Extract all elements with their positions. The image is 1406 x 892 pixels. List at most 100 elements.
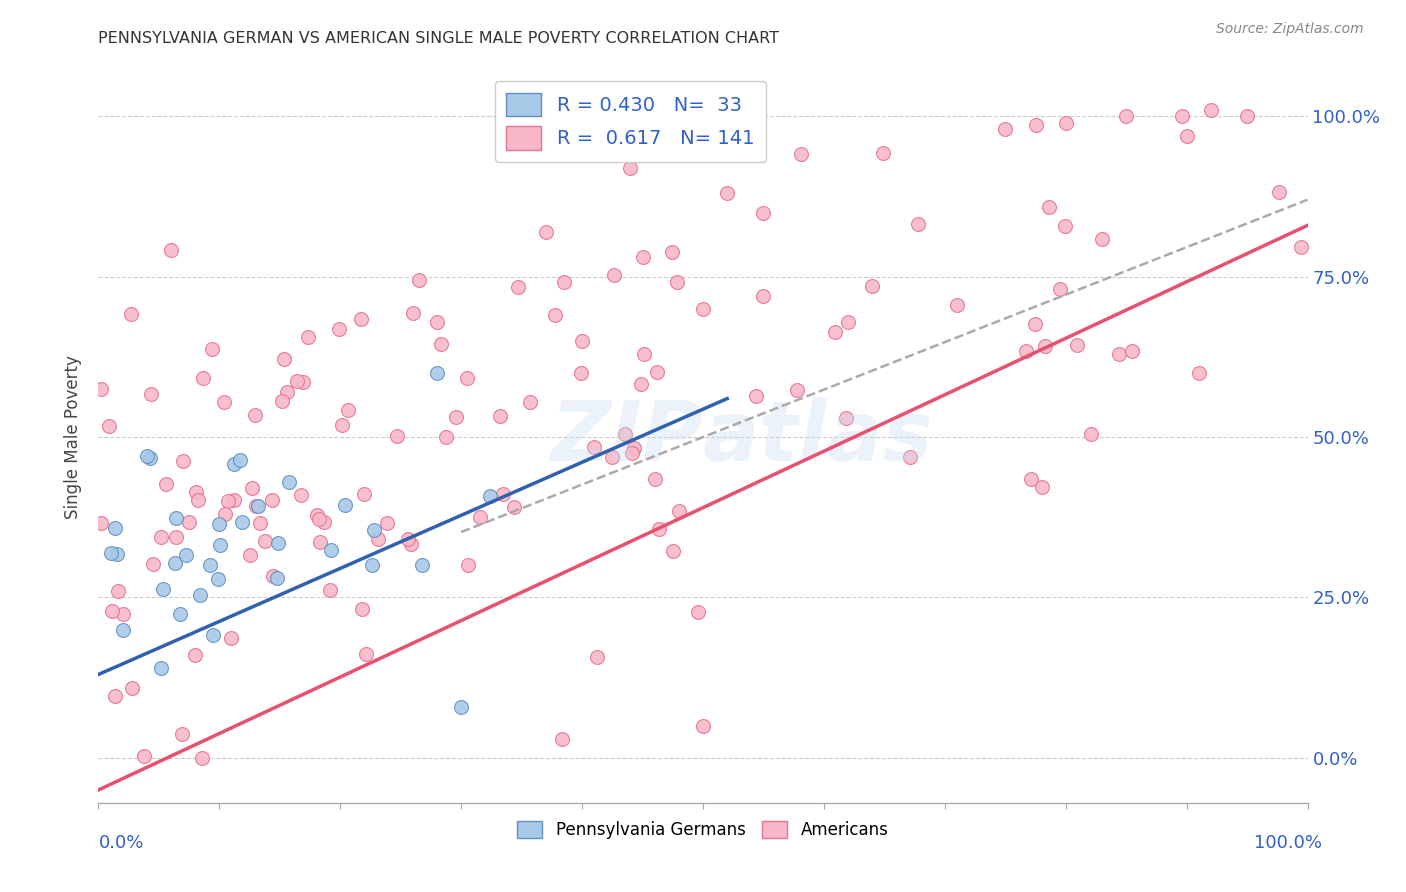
Point [1121, 343, 1143, 358]
Point [1268, 185, 1291, 199]
Point [152, 582, 174, 596]
Point [1031, 480, 1053, 494]
Point [308, 512, 330, 526]
Point [489, 409, 512, 423]
Point [994, 122, 1017, 136]
Point [187, 492, 209, 507]
Point [872, 146, 894, 161]
Point [837, 315, 859, 329]
Point [260, 493, 283, 508]
Text: ZIP: ZIP [550, 397, 703, 477]
Point [633, 347, 655, 361]
Point [353, 487, 375, 501]
Point [630, 376, 652, 391]
Point [214, 508, 236, 522]
Point [330, 417, 353, 432]
Point [337, 403, 360, 417]
Point [401, 537, 423, 551]
Point [297, 329, 319, 343]
Text: Source: ZipAtlas.com: Source: ZipAtlas.com [1216, 22, 1364, 37]
Point [631, 251, 654, 265]
Point [790, 146, 813, 161]
Point [188, 588, 211, 602]
Point [149, 661, 172, 675]
Point [786, 383, 808, 397]
Point [408, 273, 430, 287]
Point [219, 631, 242, 645]
Point [191, 370, 214, 384]
Legend: Pennsylvania Germans, Americans: Pennsylvania Germans, Americans [510, 814, 896, 846]
Point [290, 488, 312, 502]
Point [456, 371, 478, 385]
Point [292, 375, 315, 389]
Point [396, 533, 419, 547]
Point [184, 648, 207, 663]
Point [165, 511, 187, 525]
Point [239, 548, 262, 562]
Point [262, 569, 284, 583]
Point [479, 489, 502, 503]
Point [614, 427, 637, 442]
Point [111, 623, 134, 637]
Point [1115, 109, 1137, 123]
Point [270, 393, 292, 408]
Y-axis label: Single Male Poverty: Single Male Poverty [65, 355, 83, 519]
Point [692, 301, 714, 316]
Point [184, 484, 207, 499]
Point [1038, 201, 1060, 215]
Point [314, 515, 336, 529]
Point [360, 558, 382, 572]
Point [240, 481, 263, 495]
Point [169, 607, 191, 621]
Point [245, 409, 267, 423]
Point [692, 719, 714, 733]
Point [267, 536, 290, 550]
Point [1066, 338, 1088, 352]
Text: PENNSYLVANIA GERMAN VS AMERICAN SINGLE MALE POVERTY CORRELATION CHART: PENNSYLVANIA GERMAN VS AMERICAN SINGLE M… [98, 31, 779, 46]
Point [198, 558, 221, 572]
Point [217, 494, 239, 508]
Point [661, 544, 683, 558]
Point [354, 647, 377, 661]
Point [165, 531, 187, 545]
Point [247, 500, 270, 514]
Point [266, 571, 288, 585]
Point [367, 532, 389, 546]
Point [245, 499, 267, 513]
Point [426, 315, 449, 329]
Point [107, 584, 129, 599]
Point [668, 504, 690, 518]
Point [142, 557, 165, 571]
Text: atlas: atlas [703, 397, 934, 477]
Point [278, 475, 301, 490]
Point [503, 500, 526, 514]
Point [375, 516, 398, 530]
Point [582, 441, 605, 455]
Text: 100.0%: 100.0% [1254, 834, 1322, 852]
Point [1053, 219, 1076, 234]
Point [172, 454, 194, 468]
Point [752, 205, 775, 219]
Point [201, 342, 224, 356]
Point [1188, 366, 1211, 380]
Point [1289, 239, 1312, 253]
Point [665, 275, 688, 289]
Point [1175, 128, 1198, 143]
Point [101, 604, 124, 618]
Point [1033, 339, 1056, 353]
Point [352, 602, 374, 616]
Point [120, 307, 142, 321]
Point [155, 476, 177, 491]
Point [319, 583, 342, 598]
Point [519, 395, 541, 409]
Point [253, 534, 276, 549]
Point [209, 537, 232, 551]
Point [134, 749, 156, 764]
Point [620, 446, 643, 460]
Point [104, 521, 127, 535]
Point [602, 268, 624, 283]
Point [491, 487, 513, 501]
Point [898, 450, 921, 464]
Point [165, 556, 187, 570]
Point [602, 450, 624, 464]
